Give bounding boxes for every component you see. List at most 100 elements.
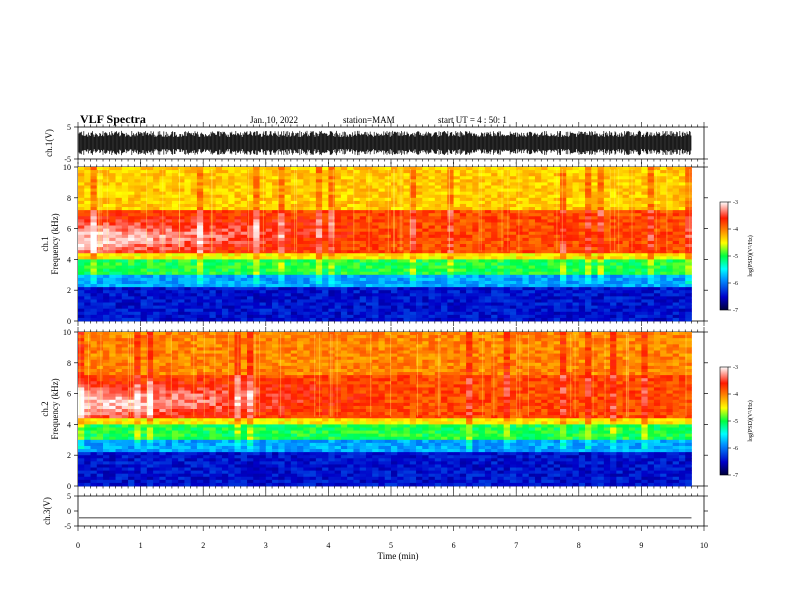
spectrogram-cell <box>622 197 630 202</box>
spectrogram-cell <box>278 284 285 288</box>
spectrogram-cell <box>491 231 498 236</box>
spectrogram-cell <box>203 219 210 223</box>
spectrogram-cell <box>121 237 129 242</box>
spectrogram-cell <box>178 296 185 300</box>
spectrogram-cell <box>203 305 210 310</box>
spectrogram-cell <box>90 222 98 226</box>
spectrogram-cell <box>441 305 448 310</box>
spectrogram-cell <box>547 213 555 217</box>
spectrogram-cell <box>641 222 649 226</box>
spectrogram-cell <box>303 207 311 211</box>
spectrogram-cell <box>597 305 605 310</box>
spectrogram-cell <box>353 259 361 263</box>
spectrogram-cell <box>359 280 367 285</box>
spectrogram-cell <box>284 179 292 183</box>
spectrogram-cell <box>591 308 598 313</box>
spectrogram-cell <box>78 228 85 233</box>
spectrogram-cell <box>566 293 573 297</box>
spectrogram-cell <box>391 287 398 291</box>
spectrogram-cell <box>534 191 542 196</box>
spectrogram-cell <box>534 234 542 239</box>
spectrogram-cell <box>340 265 348 270</box>
spectrogram-cell <box>365 293 373 297</box>
spectrogram-cell <box>572 219 580 223</box>
spectrogram-cell <box>203 271 210 276</box>
spectrogram-cell <box>259 253 267 257</box>
spectrogram-cell <box>622 203 630 208</box>
spectrogram-cell <box>522 194 530 199</box>
spectrogram-cell <box>240 271 248 276</box>
spectrogram-cell <box>397 299 404 303</box>
spectrogram-cell <box>353 299 361 303</box>
spectrogram-cell <box>428 317 436 322</box>
spectrogram-cell <box>96 185 104 189</box>
spectrogram-cell <box>516 197 523 202</box>
spectrogram-cell <box>365 228 373 233</box>
spectrogram-cell <box>353 213 361 217</box>
spectrogram-cell <box>397 290 404 294</box>
spectrogram-cell <box>165 293 173 297</box>
spectrogram-cell <box>635 302 642 306</box>
spectrogram-cell <box>347 200 354 205</box>
spectrogram-cell <box>78 415 85 419</box>
spectrogram-cell <box>109 185 116 189</box>
spectrogram-cell <box>196 191 204 196</box>
spectrogram-cell <box>459 222 467 226</box>
spectrogram-cell <box>265 176 273 180</box>
spectrogram-cell <box>240 280 248 285</box>
spectrogram-cell <box>553 200 561 205</box>
spectrogram-cell <box>184 277 192 282</box>
spectrogram-cell <box>666 271 674 276</box>
spectrogram-cell <box>453 287 461 291</box>
spectrogram-cell <box>240 302 248 306</box>
spectrogram-cell <box>428 265 436 270</box>
spectrogram-cell <box>184 244 192 248</box>
spectrogram-cell <box>685 203 692 208</box>
spectrogram-cell <box>566 296 573 300</box>
spectrogram-cell <box>628 240 636 245</box>
spectrogram-cell <box>422 253 429 257</box>
spectrogram-cell <box>641 308 649 313</box>
spectrogram-cell <box>516 296 523 300</box>
spectrogram-cell <box>184 314 192 319</box>
spectrogram-cell <box>616 287 624 291</box>
spectrogram-cell <box>103 203 110 208</box>
spectrogram-cell <box>547 185 555 189</box>
spectrogram-cell <box>678 250 686 254</box>
spectrogram-cell <box>284 259 292 263</box>
spectrogram-cell <box>109 259 116 263</box>
spectrogram-cell <box>553 222 561 226</box>
spectrogram-cell <box>340 197 348 202</box>
spectrogram-cell <box>171 234 179 239</box>
spectrogram-cell <box>209 225 217 229</box>
spectrogram-cell <box>560 216 567 220</box>
spectrogram-cell <box>459 170 467 174</box>
spectrogram-cell <box>560 293 567 297</box>
spectrogram-cell <box>597 277 605 282</box>
spectrogram-cell <box>272 256 279 260</box>
spectrogram-cell <box>403 317 411 322</box>
spectrogram-cell <box>190 188 198 193</box>
spectrogram-cell <box>628 197 636 202</box>
spectrogram-cell <box>359 271 367 276</box>
spectrogram-cell <box>384 170 392 174</box>
spectrogram-cell <box>209 231 217 236</box>
spectrogram-cell <box>228 247 235 251</box>
spectrogram-cell <box>666 256 674 260</box>
spectrogram-cell <box>347 188 354 193</box>
spectrogram-cell <box>78 439 85 444</box>
spectrogram-cell <box>165 244 173 248</box>
spectrogram-cell <box>447 179 454 183</box>
spectrogram-cell <box>78 405 85 410</box>
spectrogram-cell <box>146 231 154 236</box>
spectrogram-cell <box>441 247 448 251</box>
spectrogram-cell <box>90 234 98 239</box>
spectrogram-cell <box>96 219 104 223</box>
spectrogram-cell <box>534 271 542 276</box>
spectrogram-cell <box>578 244 586 248</box>
spectrogram-cell <box>109 265 116 270</box>
spectrogram-cell <box>641 228 649 233</box>
spectrogram-cell <box>221 259 229 263</box>
spectrogram-cell <box>491 317 498 322</box>
spectrogram-cell <box>478 188 486 193</box>
